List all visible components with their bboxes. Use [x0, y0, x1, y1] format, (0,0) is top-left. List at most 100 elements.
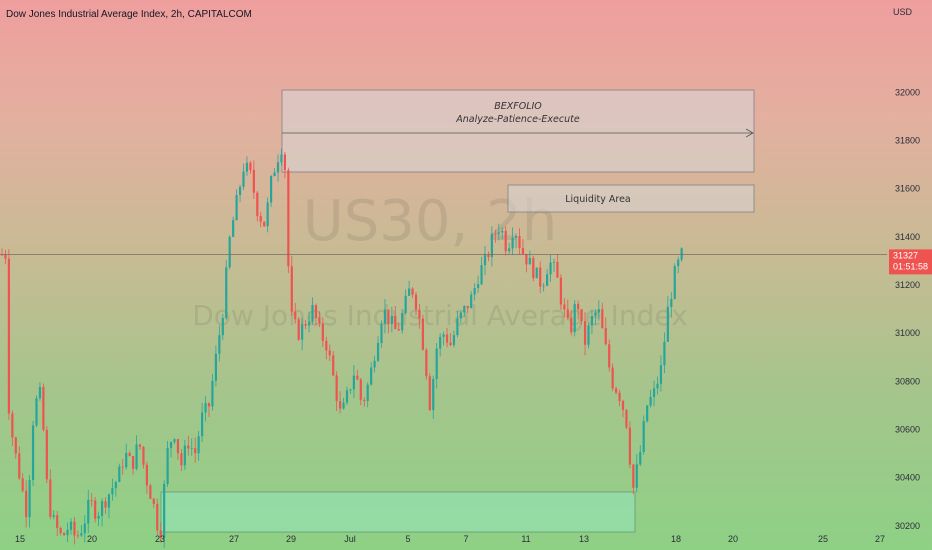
y-tick-label: 30800 [895, 376, 920, 386]
time-axis[interactable]: 15 20 23 27 29 Jul 5 7 11 13 18 20 25 27 [15, 534, 885, 544]
candle [559, 277, 562, 305]
candle [149, 485, 152, 499]
candle [342, 402, 345, 409]
candle [190, 448, 193, 449]
candle [242, 171, 245, 187]
candle [383, 309, 387, 324]
candle [225, 267, 228, 319]
candle [31, 425, 35, 480]
candle [449, 342, 452, 346]
x-tick-label: 20 [87, 534, 97, 544]
candles-group [0, 148, 683, 548]
candle [539, 267, 542, 287]
candle [156, 503, 159, 531]
x-tick-label: 7 [463, 534, 468, 544]
candle [49, 479, 52, 517]
candle [163, 483, 166, 538]
candle [59, 527, 62, 534]
candle [138, 444, 142, 447]
candle [535, 267, 538, 279]
x-tick-label: 27 [229, 534, 239, 544]
candle [45, 429, 48, 480]
candle [494, 233, 497, 235]
candle [639, 451, 642, 465]
candle [532, 257, 535, 279]
candle [597, 309, 600, 313]
y-tick-label: 30600 [895, 425, 920, 435]
candle [435, 348, 438, 379]
candle [611, 367, 614, 389]
candle [314, 305, 318, 318]
candle [56, 515, 59, 528]
candle [445, 334, 449, 343]
candle [673, 266, 676, 299]
candle [404, 295, 407, 314]
candle [90, 499, 93, 501]
candle [652, 388, 656, 397]
candle [80, 533, 83, 536]
candle [125, 452, 128, 468]
candle [504, 230, 507, 252]
candle [325, 340, 328, 351]
candle [263, 221, 266, 227]
candle [425, 349, 428, 377]
candle [615, 388, 618, 393]
candle [107, 494, 111, 508]
candle [94, 500, 97, 519]
candle [514, 236, 518, 238]
candle [442, 334, 445, 337]
candle [501, 230, 504, 233]
liquidity-box[interactable] [507, 184, 755, 213]
candle [508, 248, 511, 252]
candle [349, 389, 352, 391]
candle [187, 445, 190, 449]
name-watermark: Dow Jones Industrial Average Index [192, 299, 688, 332]
candle [418, 309, 421, 319]
candle [270, 176, 273, 203]
candle [473, 287, 476, 295]
candle [363, 399, 366, 401]
candle [97, 515, 100, 519]
candle [414, 294, 418, 310]
x-tick-label: 20 [728, 534, 738, 544]
demand-zone[interactable] [160, 491, 636, 533]
candle [397, 329, 400, 331]
y-tick-label: 30200 [895, 521, 920, 531]
candle [511, 237, 514, 249]
candle [497, 232, 500, 235]
price-axis[interactable]: USD 30200 30400 30600 30800 31000 31200 31400 3… [893, 7, 920, 531]
candle [525, 253, 528, 265]
x-tick-label: 18 [671, 534, 681, 544]
candle [276, 162, 280, 173]
candle [542, 285, 545, 287]
bexfolio-box[interactable] [281, 89, 755, 173]
candle [642, 421, 645, 452]
candle [183, 445, 186, 466]
candle [218, 335, 221, 354]
candle [570, 317, 573, 333]
candle [304, 323, 307, 326]
candle [480, 265, 483, 285]
candle [318, 317, 321, 324]
candle [63, 533, 66, 536]
candle [100, 501, 104, 516]
candle [680, 248, 683, 260]
candle [259, 216, 262, 222]
candle [232, 220, 235, 237]
candle [14, 437, 17, 454]
candle [201, 412, 204, 437]
candle [339, 401, 342, 409]
candle [528, 257, 531, 265]
candle [583, 321, 587, 345]
candle [390, 315, 393, 324]
candle [566, 309, 569, 318]
candle [573, 303, 576, 333]
x-tick-label: 15 [15, 534, 25, 544]
candle [459, 312, 462, 319]
candle [159, 530, 162, 538]
x-tick-label: 11 [521, 534, 530, 544]
candle [142, 446, 145, 465]
candle [4, 254, 7, 259]
